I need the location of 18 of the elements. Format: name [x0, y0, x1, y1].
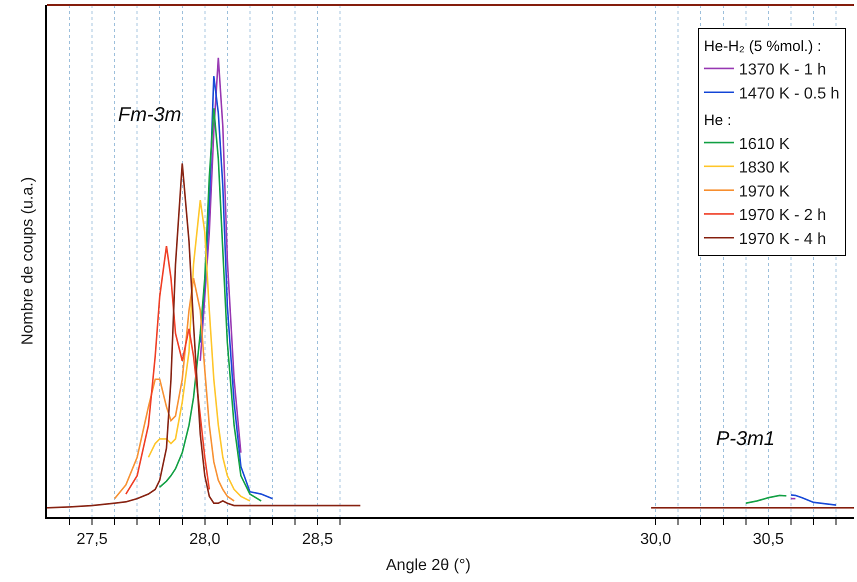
- legend-label: 1470 K - 0.5 h: [738, 85, 840, 102]
- x-tick-label: 28,5: [302, 531, 334, 548]
- x-tick-label: 30,0: [640, 531, 672, 548]
- legend-label: 1970 K - 4 h: [738, 230, 826, 248]
- x-tick-label: 27,5: [76, 531, 108, 548]
- y-axis-title: Nombre de coups (u.a.): [19, 176, 36, 346]
- annotation: Fm-3m: [118, 104, 182, 126]
- legend-label: 1970 K: [738, 183, 790, 200]
- legend-label: 1970 K - 2 h: [738, 207, 826, 224]
- legend-label: 1610 K: [738, 136, 790, 153]
- annotation: P-3m1: [716, 428, 775, 450]
- x-axis-title: Angle 2θ (°): [386, 557, 471, 574]
- x-tick-label: 28,0: [189, 531, 220, 548]
- x-tick-label: 30,5: [752, 531, 784, 548]
- legend-title: He-H₂ (5 %mol.) :: [704, 38, 822, 56]
- legend-label: 1830 K: [738, 160, 790, 177]
- legend-label: 1370 K - 1 h: [738, 62, 826, 79]
- annotation: He :: [704, 112, 732, 130]
